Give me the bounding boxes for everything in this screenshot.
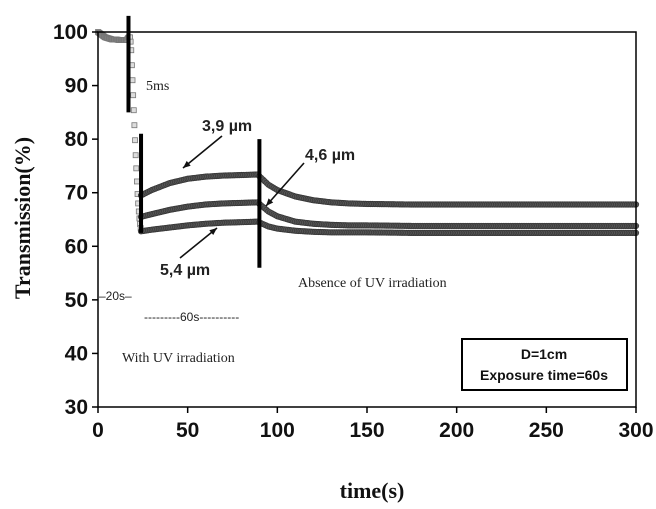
arrow-3-9-um-head <box>183 160 191 168</box>
y-tick-label: 60 <box>65 235 88 258</box>
y-tick-label: 30 <box>65 396 88 419</box>
y-tick-label: 100 <box>53 21 88 44</box>
initial-segment-point <box>132 137 138 144</box>
y-tick-label: 80 <box>65 128 88 151</box>
info-box-line-2: Exposure time=60s <box>480 367 608 383</box>
initial-segment-point <box>132 152 139 159</box>
chart-axes: 0 50 100 150 200 250 300 30 40 50 60 70 80 90 100 <box>53 21 654 442</box>
series-1 <box>137 199 640 230</box>
annotation-60s: ---------60s---------- <box>144 310 239 324</box>
initial-segment-point <box>129 77 136 84</box>
arrow-4-6-um <box>265 162 305 207</box>
initial-segment-point <box>133 165 140 172</box>
arrow-3-9-um <box>182 135 223 169</box>
x-tick-label: 300 <box>618 419 653 442</box>
y-tick-label: 40 <box>65 342 88 365</box>
series-0 <box>137 171 640 208</box>
x-tick-label: 0 <box>92 419 104 442</box>
annotation-3-9-um: 3,9 µm <box>202 118 252 135</box>
info-box-line-1: D=1cm <box>521 346 567 362</box>
y-tick-label: 90 <box>65 75 88 98</box>
info-box: D=1cm Exposure time=60s <box>461 338 628 391</box>
arrow-5-4-um <box>179 227 218 259</box>
y-axis-title: Transmission(%) <box>10 137 35 299</box>
annotation-5-4-um: 5,4 µm <box>160 262 210 279</box>
series-2 <box>137 218 640 236</box>
initial-segment-point <box>130 107 137 114</box>
x-tick-label: 100 <box>260 419 295 442</box>
annotation-20s: –20s– <box>99 289 132 303</box>
initial-segment-point <box>131 122 138 129</box>
y-tick-label: 50 <box>65 289 88 312</box>
annotation-absence-uv: Absence of UV irradiation <box>298 276 447 291</box>
arrow-5-4-um-head <box>209 228 217 236</box>
initial-segment-point <box>134 178 140 185</box>
x-tick-label: 50 <box>176 419 199 442</box>
x-axis-title: time(s) <box>340 478 405 503</box>
annotation-5ms: 5ms <box>146 79 169 94</box>
annotation-4-6-um: 4,6 µm <box>305 147 355 164</box>
x-tick-label: 250 <box>529 419 564 442</box>
y-tick-label: 70 <box>65 182 88 205</box>
x-tick-label: 200 <box>439 419 474 442</box>
initial-segment-point <box>130 92 137 99</box>
annotation-with-uv: With UV irradiation <box>122 351 235 366</box>
chart-marks <box>95 15 640 268</box>
x-tick-label: 150 <box>349 419 384 442</box>
arrow-4-6-um-head <box>266 198 274 206</box>
